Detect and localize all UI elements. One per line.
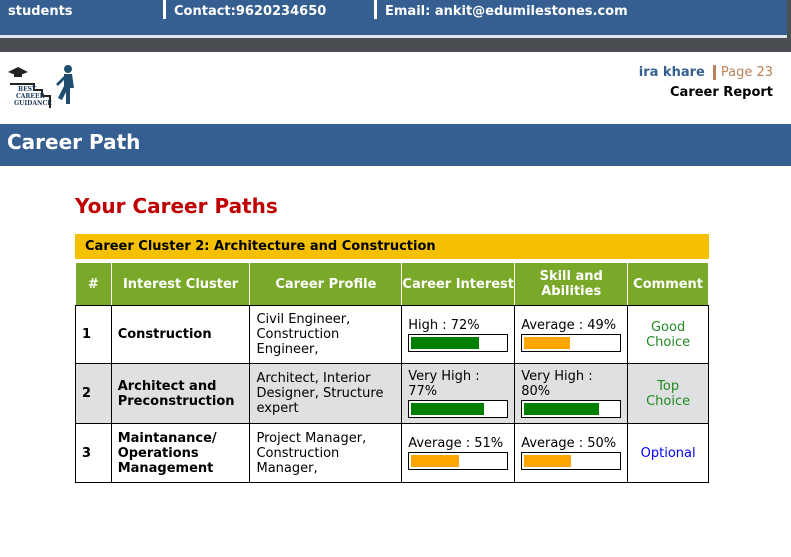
skill-label: Average : 50% [521, 436, 617, 451]
column-header: # [75, 262, 112, 306]
career-interest-fill [411, 336, 479, 349]
comment: Good Choice [627, 305, 709, 364]
skill-fill [524, 455, 572, 467]
career-interest-label: High : 72% [408, 317, 480, 333]
interest-cluster: Maintanance/ Operations Management [110, 423, 251, 483]
column-header: Career Interest [401, 262, 516, 306]
page-title: Your Career Paths [75, 194, 278, 218]
skill-cell: Average : 50% [514, 423, 629, 483]
topbar-email: Email: ankit@edumilestones.com [385, 4, 628, 19]
best-career-guidance-logo: BEST CAREER GUIDANCE [6, 64, 78, 114]
row-number: 1 [75, 305, 112, 364]
table-row: 3 Maintanance/ Operations Management Pro… [75, 423, 709, 483]
career-interest-cell: Very High : 77% [401, 363, 516, 424]
skill-fill [524, 336, 571, 349]
column-header: Career Profile [249, 262, 403, 306]
table-row: 2 Architect and Preconstruction Architec… [75, 363, 709, 424]
skill-label: Very High : 80% [521, 369, 593, 399]
career-profile: Project Manager, Construction Manager, [249, 423, 403, 483]
skill-cell: Average : 49% [514, 305, 629, 364]
svg-text:GUIDANCE: GUIDANCE [14, 100, 52, 107]
page-number: Page 23 [712, 65, 773, 80]
divider [374, 0, 377, 19]
column-header: Interest Cluster [110, 262, 251, 306]
top-contact-bar: students Contact:9620234650 Email: ankit… [0, 0, 787, 35]
section-band: Career Path [0, 124, 791, 166]
interest-cluster: Construction [110, 305, 251, 364]
skill-bar [521, 452, 622, 470]
skill-label: Average : 49% [521, 317, 617, 333]
career-interest-bar [408, 452, 509, 470]
svg-text:BEST: BEST [18, 86, 37, 93]
career-interest-label: Average : 51% [408, 436, 504, 451]
career-profile: Civil Engineer, Construction Engineer, [249, 305, 403, 364]
topbar-contact: Contact:9620234650 [174, 4, 327, 19]
career-profile: Architect, Interior Designer, Structure … [249, 363, 403, 424]
career-interest-bar [408, 333, 509, 352]
row-number: 2 [75, 363, 112, 424]
student-name: ira khare [638, 65, 705, 80]
column-header: Skill and Abilities [514, 262, 629, 306]
skill-cell: Very High : 80% [514, 363, 629, 424]
skill-bar [521, 400, 622, 418]
career-interest-label: Very High : 77% [408, 369, 480, 399]
topbar-students: students [8, 4, 73, 19]
table-row: 1 Construction Civil Engineer, Construct… [75, 305, 709, 364]
career-interest-fill [411, 403, 484, 415]
svg-text:CAREER: CAREER [16, 93, 46, 100]
career-interest-bar [408, 400, 509, 418]
career-interest-cell: Average : 51% [401, 423, 516, 483]
career-interest-fill [411, 455, 460, 467]
comment: Optional [627, 423, 709, 483]
skill-bar [521, 333, 622, 352]
page-gap [787, 0, 791, 52]
report-title: Career Report [670, 85, 773, 100]
career-interest-cell: High : 72% [401, 305, 516, 364]
row-number: 3 [75, 423, 112, 483]
comment: Top Choice [627, 363, 709, 424]
interest-cluster: Architect and Preconstruction [110, 363, 251, 424]
divider [0, 35, 787, 38]
page-gap [0, 38, 791, 52]
divider [163, 0, 166, 19]
career-paths-table: # Interest Cluster Career Profile Career In… [75, 262, 709, 483]
report-header: ira khare Page 23 Career Report [639, 65, 773, 100]
column-header: Comment [627, 262, 709, 306]
cluster-heading: Career Cluster 2: Architecture and Const… [75, 234, 709, 259]
skill-fill [524, 403, 600, 415]
